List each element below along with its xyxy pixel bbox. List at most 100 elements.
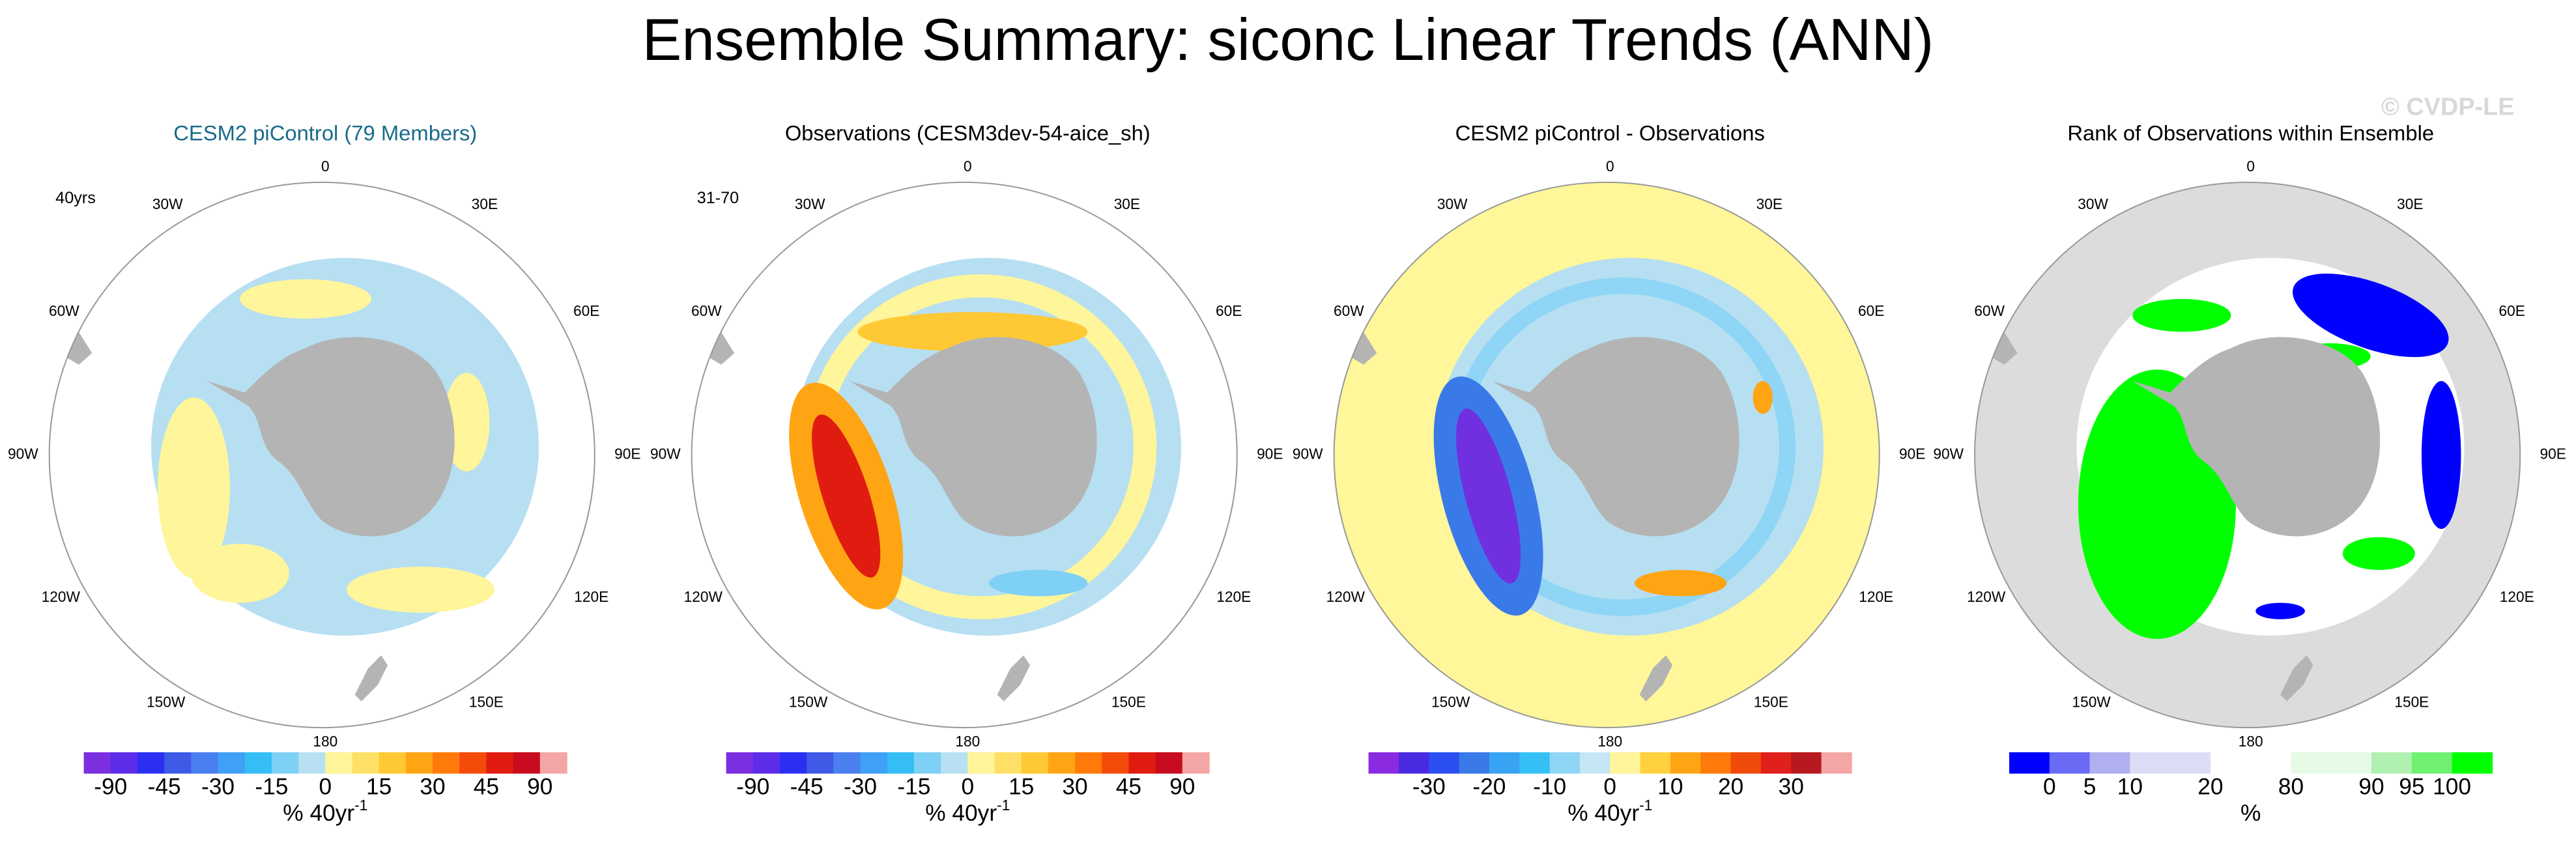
colorbar-box	[298, 752, 326, 774]
colorbar-label: -30	[1412, 774, 1446, 800]
colorbar-box	[244, 752, 272, 774]
longitude-label: 120W	[684, 588, 723, 605]
colorbar-label: 30	[1779, 774, 1804, 800]
colorbar-box	[860, 752, 888, 774]
longitude-label: 180	[313, 733, 337, 750]
units-exponent: -1	[1639, 797, 1652, 814]
polar-map	[49, 182, 595, 728]
antarctica	[2132, 337, 2381, 537]
colorbar-box	[1549, 752, 1581, 774]
colorbar-label: -90	[94, 774, 127, 800]
ice-field	[240, 279, 371, 319]
colorbar-box	[967, 752, 995, 774]
colorbar-label: -15	[255, 774, 288, 800]
colorbar-box	[1700, 752, 1732, 774]
ice-field	[2255, 602, 2305, 619]
ice-field	[1635, 570, 1727, 597]
colorbar-label: 95	[2399, 774, 2424, 800]
colorbar-label: -15	[897, 774, 930, 800]
longitude-label: 60W	[1334, 302, 1364, 319]
colorbar-box	[191, 752, 219, 774]
colorbar-units: % 40yr-1	[925, 797, 1010, 826]
colorbar-label: -20	[1472, 774, 1506, 800]
colorbar-box	[2170, 752, 2211, 774]
panel-title: CESM2 piControl (79 Members)	[173, 120, 477, 145]
ice-field	[2293, 274, 2449, 358]
colorbar-box	[1730, 752, 1762, 774]
units-text: % 40yr	[283, 800, 354, 826]
units-text: %	[2240, 800, 2261, 826]
new-zealand	[997, 655, 1031, 701]
longitude-label: 120W	[1967, 588, 2006, 605]
colorbar-box	[405, 752, 433, 774]
colorbar-box	[2009, 752, 2050, 774]
panel-title: CESM2 piControl - Observations	[1455, 120, 1765, 145]
colorbar-box	[1760, 752, 1792, 774]
colorbar-label: 30	[1062, 774, 1087, 800]
units-text: % 40yr	[1567, 800, 1639, 826]
longitude-label: 150E	[2394, 693, 2429, 710]
antarctica	[849, 337, 1097, 537]
longitude-label: 30E	[1756, 195, 1782, 212]
colorbar-label: 5	[2083, 774, 2097, 800]
longitude-label: 120E	[1216, 588, 1251, 605]
period-label: 40yrs	[55, 189, 96, 207]
colorbar-box	[2371, 752, 2412, 774]
colorbar-box	[459, 752, 487, 774]
longitude-label: 150W	[147, 693, 186, 710]
units-exponent: -1	[354, 797, 367, 814]
new-zealand	[1639, 655, 1673, 701]
colorbar-box	[2411, 752, 2453, 774]
ice-field	[1456, 408, 1521, 584]
colorbar-box	[726, 752, 754, 774]
colorbar-box	[1102, 752, 1130, 774]
map-border	[1333, 181, 1880, 729]
longitude-label: 150E	[469, 693, 504, 710]
longitude-label: 30E	[2397, 195, 2423, 212]
longitude-label: 90W	[650, 446, 681, 462]
colorbar-label: 30	[420, 774, 445, 800]
colorbar-label: 80	[2278, 774, 2304, 800]
colorbar-box	[271, 752, 299, 774]
longitude-label: 60W	[49, 302, 79, 319]
colorbar-label: 100	[2433, 774, 2471, 800]
colorbar-label: -90	[736, 774, 769, 800]
longitude-label: 90E	[1257, 446, 1283, 462]
colorbar-box	[352, 752, 380, 774]
map-border	[48, 181, 595, 729]
longitude-label: 150W	[789, 693, 828, 710]
colorbar-units: % 40yr-1	[283, 797, 367, 826]
colorbar-box	[2250, 752, 2292, 774]
colorbar-box	[513, 752, 541, 774]
longitude-label: 60E	[2498, 302, 2525, 319]
colorbar-box	[539, 752, 567, 774]
colorbar-label: 90	[1169, 774, 1195, 800]
colorbar-box	[2291, 752, 2332, 774]
colorbar-label: -45	[790, 774, 823, 800]
colorbar-box	[1021, 752, 1049, 774]
period-label: 31-70	[697, 189, 739, 207]
colorbar-box	[833, 752, 861, 774]
longitude-label: 0	[321, 158, 330, 175]
colorbar-label: 10	[1657, 774, 1683, 800]
colorbar-box	[1048, 752, 1076, 774]
colorbar-units: % 40yr-1	[1567, 797, 1652, 826]
colorbar-label: 90	[2358, 774, 2384, 800]
colorbar-label: 45	[474, 774, 499, 800]
longitude-label: 60E	[1216, 302, 1242, 319]
antarctica	[207, 337, 455, 537]
longitude-label: 120W	[1326, 588, 1366, 605]
colorbar-box	[83, 752, 111, 774]
longitude-label: 0	[1606, 158, 1614, 175]
colorbar-box	[887, 752, 915, 774]
colorbar-box	[1398, 752, 1429, 774]
colorbar-box	[164, 752, 192, 774]
longitude-label: 0	[964, 158, 972, 175]
watermark: © CVDP-LE	[2381, 93, 2514, 120]
colorbar-box	[752, 752, 780, 774]
colorbar-box	[1579, 752, 1611, 774]
colorbar-label: 0	[961, 774, 974, 800]
colorbar-box	[1128, 752, 1156, 774]
